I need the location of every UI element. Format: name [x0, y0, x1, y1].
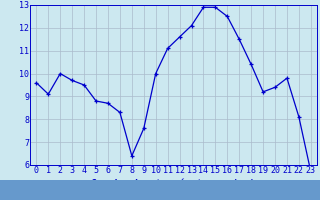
X-axis label: Graphe des températures (°c): Graphe des températures (°c)	[91, 178, 256, 189]
